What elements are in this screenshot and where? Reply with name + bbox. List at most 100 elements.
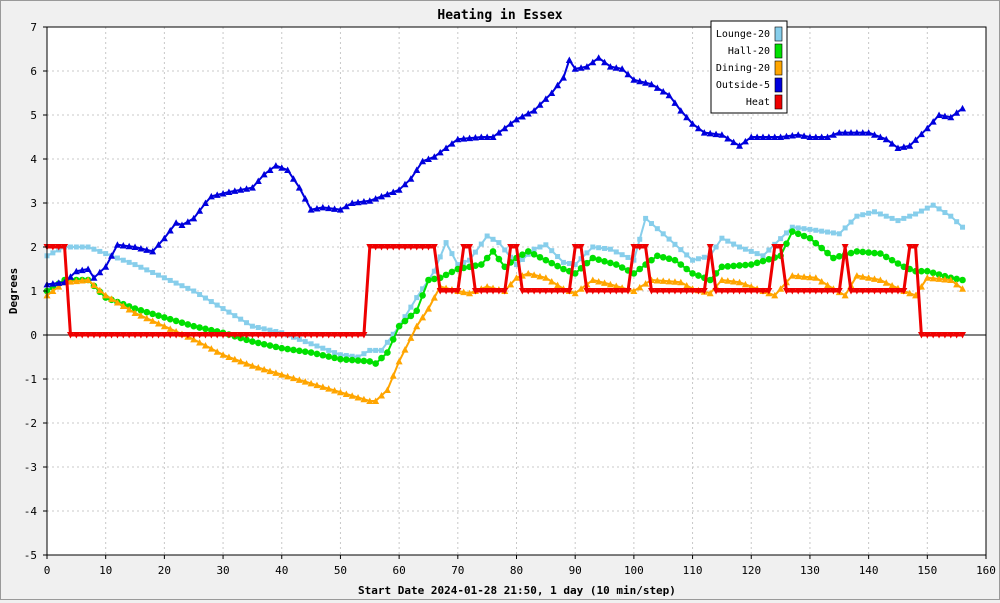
data-point bbox=[882, 288, 890, 295]
data-point bbox=[906, 289, 914, 297]
data-point bbox=[888, 140, 896, 147]
y-tick-label: 5 bbox=[30, 109, 37, 122]
data-point bbox=[953, 332, 961, 339]
data-point bbox=[877, 211, 883, 217]
data-point bbox=[225, 188, 233, 195]
data-point bbox=[747, 261, 755, 268]
data-point bbox=[137, 312, 145, 319]
data-point bbox=[612, 282, 620, 290]
data-point bbox=[173, 280, 179, 286]
x-tick-label: 80 bbox=[510, 564, 523, 577]
data-point bbox=[537, 244, 543, 250]
data-point bbox=[219, 332, 227, 339]
data-point bbox=[724, 134, 732, 142]
data-point bbox=[243, 332, 251, 339]
data-point bbox=[408, 304, 414, 310]
data-point bbox=[959, 104, 967, 112]
data-point bbox=[917, 332, 925, 339]
data-point bbox=[542, 95, 550, 102]
data-point bbox=[166, 227, 174, 234]
data-point bbox=[794, 272, 802, 280]
data-point bbox=[413, 307, 421, 315]
data-point bbox=[307, 206, 315, 213]
data-point bbox=[712, 130, 720, 138]
data-point bbox=[243, 185, 251, 192]
data-point bbox=[953, 275, 960, 283]
data-point bbox=[284, 372, 292, 380]
data-point bbox=[865, 129, 873, 136]
data-point bbox=[419, 157, 427, 165]
data-point bbox=[653, 84, 661, 91]
data-point bbox=[554, 262, 561, 270]
legend-entry-label: Outside-5 bbox=[716, 80, 770, 91]
data-point bbox=[372, 195, 380, 202]
data-point bbox=[102, 291, 110, 299]
data-point bbox=[419, 313, 427, 321]
data-point bbox=[466, 134, 474, 142]
data-point bbox=[78, 332, 86, 339]
data-point bbox=[225, 332, 233, 339]
data-point bbox=[870, 288, 878, 295]
data-point bbox=[360, 357, 368, 365]
data-point bbox=[718, 263, 726, 271]
data-point bbox=[337, 355, 344, 363]
data-point bbox=[302, 339, 308, 345]
x-tick-label: 140 bbox=[859, 564, 879, 577]
data-point bbox=[331, 205, 339, 212]
data-point bbox=[630, 287, 638, 294]
data-point bbox=[156, 272, 162, 278]
data-point bbox=[913, 211, 919, 217]
data-point bbox=[630, 76, 638, 83]
data-point bbox=[876, 276, 884, 283]
data-point bbox=[665, 255, 673, 263]
data-point bbox=[906, 244, 914, 251]
data-point bbox=[731, 241, 737, 247]
x-tick-label: 150 bbox=[917, 564, 937, 577]
data-point bbox=[901, 215, 907, 221]
y-tick-label: -4 bbox=[24, 505, 38, 518]
data-point bbox=[389, 244, 397, 251]
data-point bbox=[326, 347, 332, 353]
data-point bbox=[225, 353, 233, 360]
data-point bbox=[307, 379, 315, 387]
data-point bbox=[559, 288, 567, 295]
data-point bbox=[360, 198, 368, 205]
data-point bbox=[442, 144, 450, 151]
data-point bbox=[888, 256, 896, 264]
data-point bbox=[301, 378, 309, 385]
data-point bbox=[912, 291, 920, 299]
series-group bbox=[43, 54, 967, 404]
legend-swatch bbox=[774, 43, 783, 59]
data-point bbox=[924, 205, 930, 211]
data-point bbox=[876, 133, 884, 140]
data-point bbox=[589, 254, 597, 262]
data-point bbox=[929, 118, 937, 125]
data-point bbox=[72, 277, 80, 285]
data-point bbox=[207, 192, 215, 200]
data-point bbox=[596, 245, 602, 251]
data-point bbox=[419, 244, 427, 251]
data-point bbox=[771, 133, 779, 140]
data-point bbox=[513, 244, 520, 251]
data-point bbox=[108, 252, 116, 259]
data-point bbox=[120, 257, 126, 263]
data-point bbox=[113, 241, 121, 248]
data-point bbox=[677, 261, 685, 268]
data-point bbox=[536, 253, 544, 261]
data-point bbox=[314, 343, 320, 349]
data-point bbox=[930, 202, 936, 208]
data-point bbox=[296, 336, 302, 342]
data-point bbox=[865, 274, 873, 281]
data-point bbox=[126, 259, 132, 265]
data-point bbox=[254, 177, 262, 184]
data-point bbox=[718, 288, 726, 295]
data-point bbox=[859, 248, 867, 256]
data-point bbox=[724, 263, 732, 270]
data-point bbox=[730, 277, 738, 285]
data-point bbox=[612, 288, 620, 295]
data-point bbox=[936, 206, 942, 212]
data-point bbox=[530, 271, 538, 278]
data-point bbox=[325, 332, 333, 339]
data-point bbox=[424, 305, 432, 312]
